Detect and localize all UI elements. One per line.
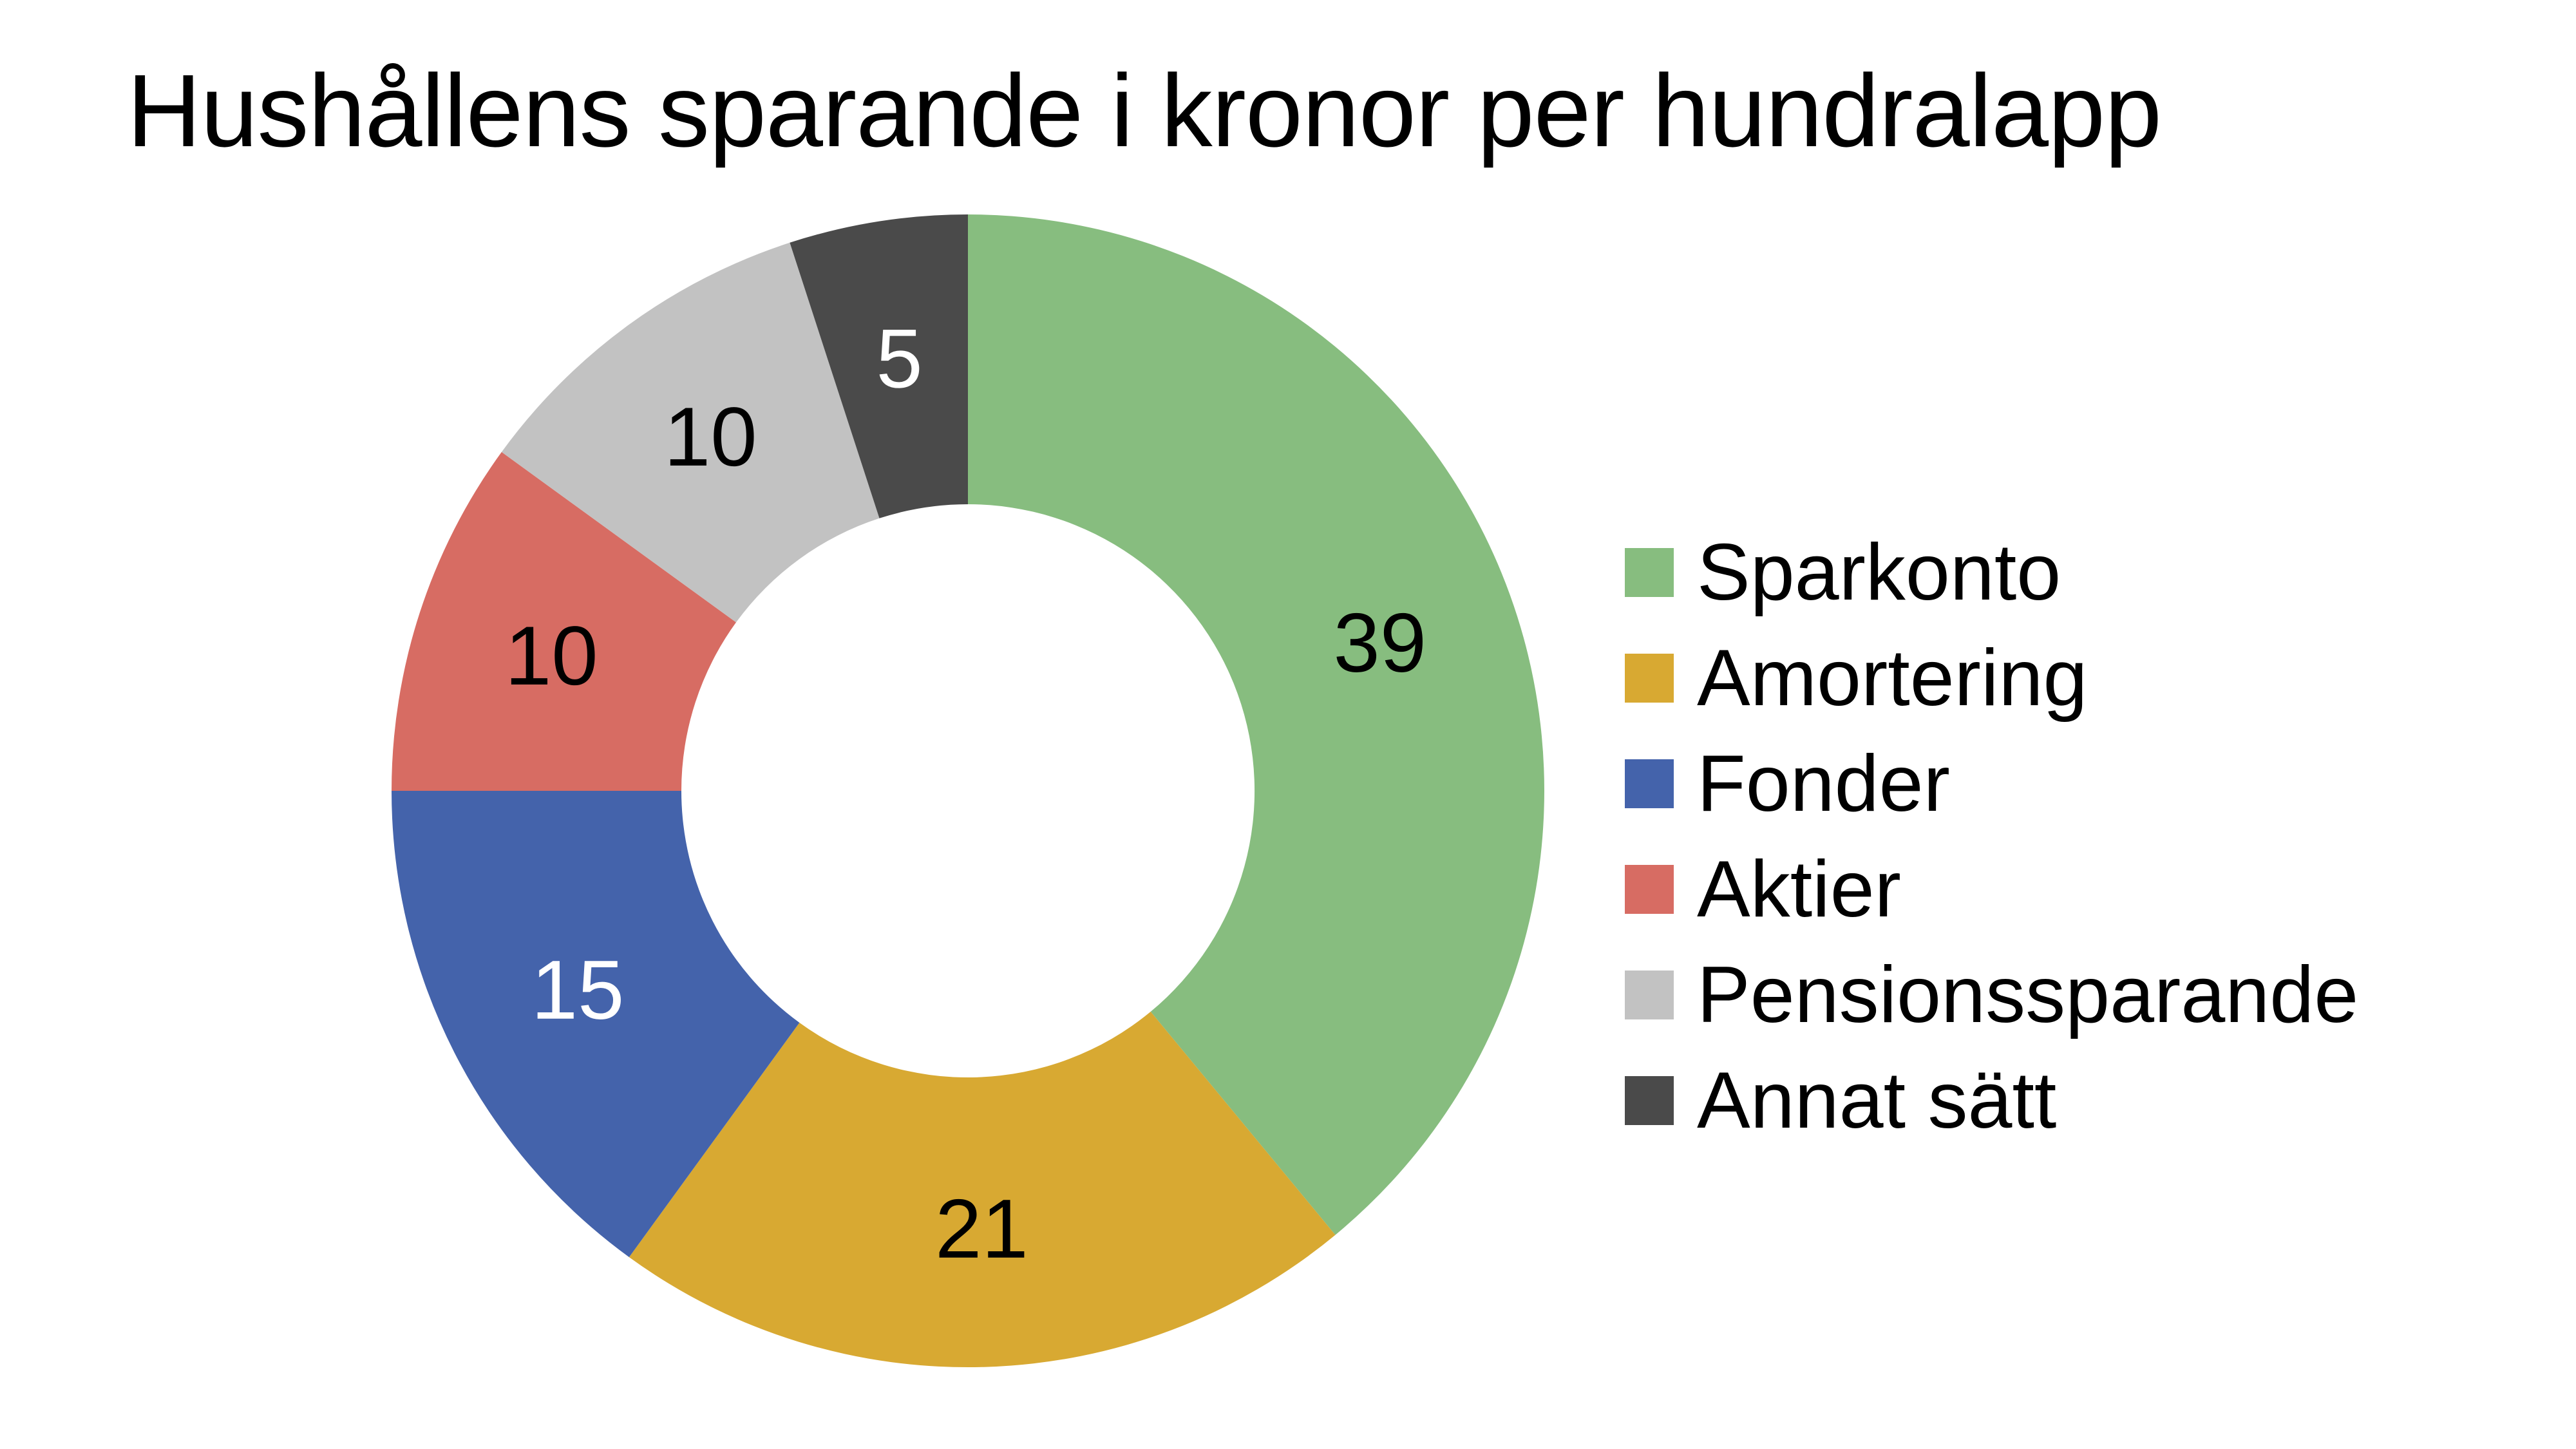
slice-value-label-aktier: 10 <box>505 609 598 703</box>
slice-value-label-pensionssparande: 10 <box>664 390 757 484</box>
legend-label-amortering: Amortering <box>1697 634 2088 723</box>
slice-value-label-amortering: 21 <box>935 1182 1028 1276</box>
legend-label-aktier: Aktier <box>1697 845 1901 934</box>
legend-swatch-sparkonto <box>1625 548 1674 597</box>
legend-swatch-pensionssparande <box>1625 971 1674 1019</box>
legend-swatch-amortering <box>1625 654 1674 703</box>
chart-title: Hushållens sparande i kronor per hundral… <box>127 53 2162 168</box>
legend-swatch-fonder <box>1625 759 1674 808</box>
legend-item-amortering: Amortering <box>1625 625 2358 731</box>
slice-aktier <box>392 451 736 791</box>
slice-sparkonto <box>968 214 1544 1235</box>
slice-value-label-sparkonto: 39 <box>1333 596 1426 690</box>
legend-item-annat-s-tt: Annat sätt <box>1625 1048 2358 1153</box>
legend: Sparkonto Amortering Fonder Aktier Pensionss… <box>1625 520 2358 1153</box>
legend-label-fonder: Fonder <box>1697 739 1950 828</box>
slice-value-label-annat-s-tt: 5 <box>876 311 922 405</box>
slice-value-label-fonder: 15 <box>531 943 625 1037</box>
legend-label-pensionssparande: Pensionssparande <box>1697 951 2359 1039</box>
legend-item-pensionssparande: Pensionssparande <box>1625 942 2358 1048</box>
legend-item-sparkonto: Sparkonto <box>1625 520 2358 625</box>
slice-annat-s-tt <box>790 214 968 518</box>
legend-item-aktier: Aktier <box>1625 837 2358 942</box>
legend-item-fonder: Fonder <box>1625 731 2358 837</box>
slice-fonder <box>392 791 800 1258</box>
slice-pensionssparande <box>501 242 880 623</box>
legend-swatch-annat-s-tt <box>1625 1076 1674 1125</box>
slice-amortering <box>629 1011 1336 1368</box>
legend-swatch-aktier <box>1625 865 1674 914</box>
legend-label-sparkonto: Sparkonto <box>1697 528 2061 617</box>
legend-label-annat-s-tt: Annat sätt <box>1697 1056 2057 1145</box>
